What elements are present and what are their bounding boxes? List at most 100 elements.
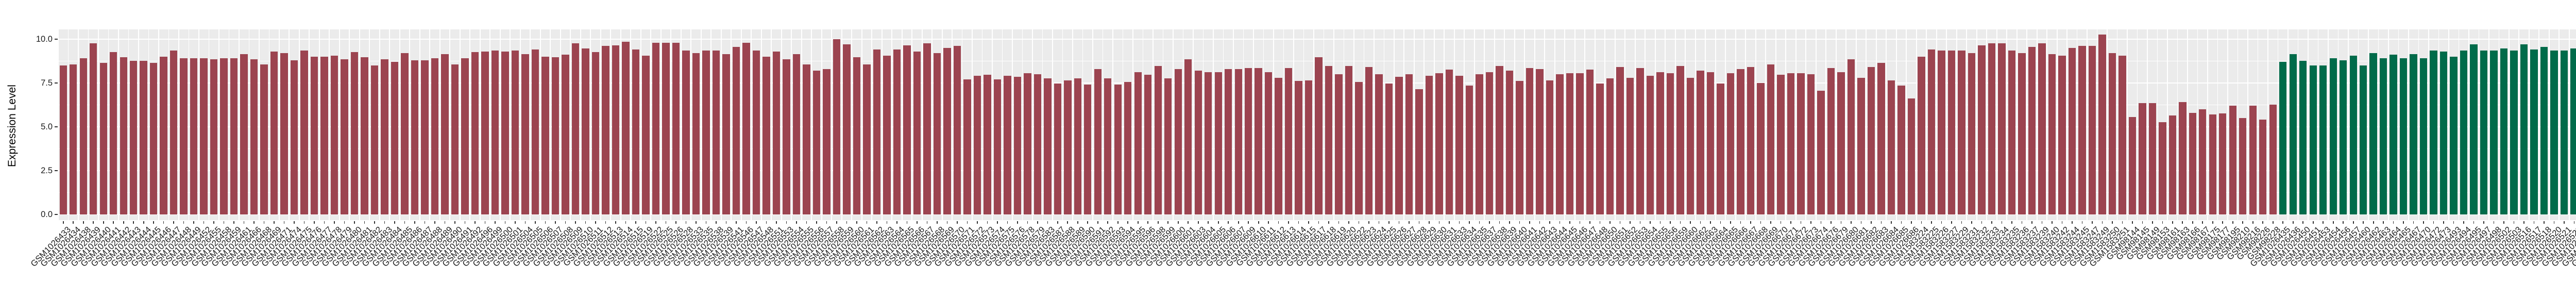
vertical-gridline [1634, 29, 1636, 220]
x-tick-mark [595, 221, 596, 224]
x-tick-mark [555, 221, 556, 224]
bar [973, 76, 981, 214]
x-tick-mark [153, 221, 154, 224]
x-tick-mark [2272, 221, 2274, 224]
vertical-gridline [1705, 29, 1706, 220]
bar [1646, 76, 1654, 214]
vertical-gridline [1825, 29, 1827, 220]
bar [993, 79, 1002, 214]
vertical-gridline [1645, 29, 1646, 220]
x-tick-mark [2112, 221, 2113, 224]
x-tick-mark [1338, 221, 1340, 224]
bar [1556, 74, 1564, 214]
x-tick-mark [665, 221, 667, 224]
x-tick-mark [1499, 221, 1500, 224]
x-tick-mark [1700, 221, 1701, 224]
bar [752, 50, 760, 214]
bar [1686, 77, 1694, 214]
bar [1325, 66, 1333, 214]
bar [1787, 73, 1795, 214]
bar [1385, 84, 1393, 214]
vertical-gridline [710, 29, 712, 220]
vertical-gridline [2167, 29, 2168, 220]
x-tick-mark [2041, 221, 2043, 224]
vertical-gridline [1494, 29, 1495, 220]
bar [2550, 50, 2558, 214]
vertical-gridline [1173, 29, 1174, 220]
x-tick-mark [886, 221, 888, 224]
vertical-gridline [228, 29, 230, 220]
bar [893, 49, 901, 214]
vertical-gridline [2438, 29, 2439, 220]
bar [1505, 70, 1514, 214]
x-tick-mark [1951, 221, 1952, 224]
vertical-gridline [1624, 29, 1626, 220]
bar [2410, 54, 2417, 214]
bar [943, 47, 951, 214]
bar [2179, 102, 2187, 214]
vertical-gridline [680, 29, 682, 220]
vertical-gridline [1986, 29, 1988, 220]
x-tick-mark [1328, 221, 1329, 224]
bar [1717, 84, 1724, 214]
x-tick-mark [575, 221, 576, 224]
bar [2148, 103, 2157, 214]
vertical-gridline [469, 29, 471, 220]
vertical-gridline [2458, 29, 2460, 220]
x-tick-mark [203, 221, 205, 224]
bar [1345, 66, 1353, 214]
bar [90, 43, 97, 214]
vertical-gridline [1403, 29, 1405, 220]
vertical-gridline [338, 29, 340, 220]
x-tick-mark [1489, 221, 1490, 224]
y-tick-mark [55, 170, 58, 171]
vertical-gridline [1303, 29, 1304, 220]
bar [682, 50, 690, 214]
x-tick-mark [484, 221, 486, 224]
bar [1877, 62, 1885, 214]
x-tick-mark [796, 221, 797, 224]
x-tick-mark [645, 221, 647, 224]
vertical-gridline [1976, 29, 1977, 220]
vertical-gridline [821, 29, 822, 220]
major-gridline [58, 213, 2576, 215]
bar [1817, 91, 1825, 214]
vertical-gridline [499, 29, 501, 220]
vertical-gridline [349, 29, 350, 220]
x-tick-mark [1238, 221, 1239, 224]
vertical-gridline [1162, 29, 1164, 220]
vertical-gridline [2428, 29, 2429, 220]
bar [2239, 118, 2247, 214]
bar [2038, 43, 2046, 214]
x-tick-mark [906, 221, 908, 224]
bar [1134, 72, 1142, 214]
vertical-gridline [1423, 29, 1425, 220]
x-tick-mark [866, 221, 868, 224]
bar [1405, 74, 1413, 214]
vertical-gridline [1394, 29, 1395, 220]
vertical-gridline [2157, 29, 2158, 220]
vertical-gridline [1022, 29, 1023, 220]
vertical-gridline [861, 29, 862, 220]
x-tick-mark [2252, 221, 2253, 224]
bar [2229, 105, 2236, 214]
bar [2119, 56, 2126, 214]
vertical-gridline [1795, 29, 1797, 220]
bar [1164, 78, 1172, 214]
x-tick-mark [1529, 221, 1530, 224]
x-tick-mark [1137, 221, 1139, 224]
bar [1275, 77, 1282, 214]
bar [110, 52, 117, 214]
vertical-gridline [439, 29, 440, 220]
x-tick-mark [223, 221, 225, 224]
vertical-gridline [1202, 29, 1204, 220]
vertical-gridline [449, 29, 451, 220]
bar [1084, 85, 1092, 214]
x-tick-mark [1599, 221, 1601, 224]
vertical-gridline [1433, 29, 1435, 220]
x-tick-mark [806, 221, 807, 224]
vertical-gridline [58, 29, 59, 220]
vertical-gridline [2217, 29, 2218, 220]
x-tick-mark [1147, 221, 1149, 224]
x-tick-mark [2122, 221, 2123, 224]
